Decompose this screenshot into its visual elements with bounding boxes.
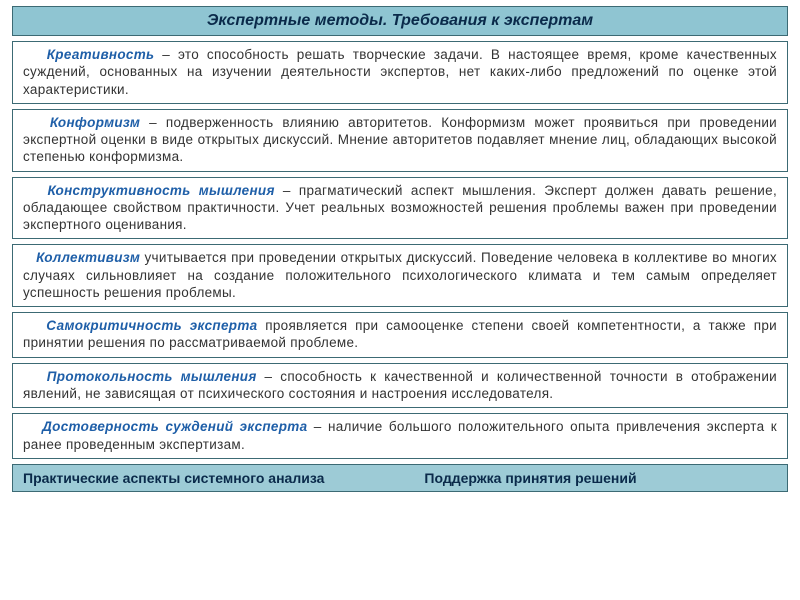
definition-card: Достоверность суждений эксперта – наличи… xyxy=(12,413,788,459)
definition-card: Конструктивность мышления – прагматическ… xyxy=(12,177,788,240)
term: Достоверность суждений эксперта xyxy=(42,419,307,434)
term: Креативность xyxy=(47,47,155,62)
sep: – xyxy=(154,47,178,62)
sep: – xyxy=(257,369,281,384)
definition-card: Самокритичность эксперта проявляется при… xyxy=(12,312,788,358)
term: Конформизм xyxy=(50,115,140,130)
slide-footer: Практические аспекты системного анализа … xyxy=(12,464,788,492)
definition-card: Коллективизм учитывается при проведении … xyxy=(12,244,788,307)
slide-header: Экспертные методы. Требования к эксперта… xyxy=(12,6,788,36)
footer-left: Практические аспекты системного анализа xyxy=(23,470,324,486)
term: Протокольность мышления xyxy=(47,369,257,384)
slide-title: Экспертные методы. Требования к эксперта… xyxy=(207,12,593,29)
term: Самокритичность эксперта xyxy=(46,318,257,333)
sep: – xyxy=(307,419,328,434)
term: Коллективизм xyxy=(36,250,140,265)
definition-card: Протокольность мышления – способность к … xyxy=(12,363,788,409)
definition-card: Креативность – это способность решать тв… xyxy=(12,41,788,104)
definition-card: Конформизм – подверженность влиянию авто… xyxy=(12,109,788,172)
footer-right: Поддержка принятия решений xyxy=(424,470,636,486)
term: Конструктивность мышления xyxy=(47,183,274,198)
sep: – xyxy=(140,115,166,130)
sep: – xyxy=(275,183,299,198)
